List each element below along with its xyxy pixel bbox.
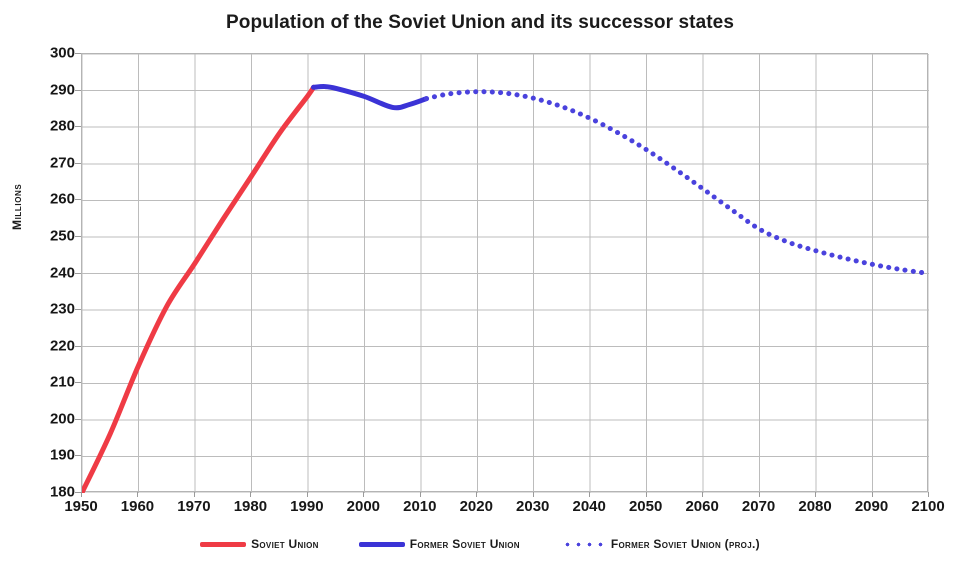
x-tick-mark bbox=[420, 492, 421, 497]
y-tick-mark bbox=[75, 346, 81, 347]
y-tick-mark bbox=[75, 273, 81, 274]
x-tick-label: 2030 bbox=[516, 498, 550, 515]
x-tick-mark bbox=[702, 492, 703, 497]
x-tick-label: 2090 bbox=[854, 498, 889, 515]
x-tick-mark bbox=[646, 492, 647, 497]
y-tick-label: 300 bbox=[49, 44, 75, 62]
legend-solid-line-swatch bbox=[358, 541, 405, 547]
y-tick-label: 270 bbox=[49, 154, 75, 172]
legend-item-label: Former Soviet Union (proj.) bbox=[610, 537, 760, 551]
legend-solid-line-swatch bbox=[200, 541, 247, 547]
y-tick-label: 280 bbox=[49, 117, 75, 135]
y-tick-label: 190 bbox=[49, 446, 75, 464]
x-tick-mark bbox=[476, 492, 477, 497]
y-tick-mark bbox=[75, 455, 81, 456]
x-tick-mark bbox=[928, 492, 929, 497]
x-tick-mark bbox=[81, 492, 82, 497]
x-tick-mark bbox=[137, 492, 138, 497]
x-tick-mark bbox=[872, 492, 873, 497]
y-tick-label: 290 bbox=[49, 81, 75, 99]
legend-item[interactable]: Former Soviet Union bbox=[358, 537, 520, 551]
y-axis-tick-labels: 180 190 200 210 220 230 240 250 260 270 280 290 300 bbox=[11, 45, 75, 501]
y-axis-tick-marks bbox=[75, 53, 81, 493]
x-tick-mark bbox=[250, 492, 251, 497]
x-tick-label: 1970 bbox=[177, 498, 211, 515]
plot-svg bbox=[82, 54, 929, 493]
y-tick-mark bbox=[75, 90, 81, 91]
chart-legend: Soviet Union Former Soviet Union Former So… bbox=[0, 533, 960, 555]
y-tick-label: 200 bbox=[49, 410, 75, 428]
x-tick-label: 1990 bbox=[290, 498, 324, 515]
x-tick-mark bbox=[194, 492, 195, 497]
x-tick-mark bbox=[589, 492, 590, 497]
y-tick-label: 220 bbox=[49, 337, 75, 355]
y-tick-label: 260 bbox=[49, 190, 75, 208]
x-tick-label: 2070 bbox=[741, 498, 776, 515]
series-line-2 bbox=[311, 84, 429, 111]
legend-dotted-line-swatch bbox=[559, 541, 606, 547]
x-tick-label: 2010 bbox=[403, 498, 437, 515]
series-line-1 bbox=[82, 84, 317, 493]
chart-title: Population of the Soviet Union and its s… bbox=[225, 12, 735, 33]
x-axis-tick-labels: 1950 1960 1970 1980 1990 2000 2010 2020 2030 2040… bbox=[64, 498, 944, 522]
y-tick-mark bbox=[75, 199, 81, 200]
x-tick-label: 2000 bbox=[346, 498, 381, 515]
y-tick-mark bbox=[75, 163, 81, 164]
legend-item[interactable]: Soviet Union bbox=[200, 537, 319, 551]
y-tick-label: 240 bbox=[49, 264, 75, 281]
x-tick-mark bbox=[759, 492, 760, 497]
series-line-3 bbox=[423, 89, 929, 276]
y-tick-mark bbox=[75, 126, 81, 127]
legend-item-label: Former Soviet Union bbox=[409, 537, 520, 551]
y-tick-mark bbox=[75, 236, 81, 237]
y-tick-mark bbox=[75, 382, 81, 383]
x-tick-label: 2040 bbox=[572, 498, 606, 515]
y-tick-mark bbox=[75, 419, 81, 420]
x-tick-mark bbox=[307, 492, 308, 497]
plot-area bbox=[81, 53, 929, 493]
x-tick-label: 2060 bbox=[685, 498, 719, 515]
gridlines bbox=[82, 54, 929, 493]
x-tick-label: 2100 bbox=[911, 498, 945, 515]
x-axis-tick-marks bbox=[81, 492, 929, 497]
x-tick-label: 1950 bbox=[64, 498, 98, 515]
x-tick-label: 1960 bbox=[120, 498, 155, 515]
x-tick-mark bbox=[363, 492, 364, 497]
y-tick-label: 250 bbox=[49, 227, 75, 245]
y-tick-mark bbox=[75, 309, 81, 310]
legend-item-label: Soviet Union bbox=[251, 537, 319, 551]
y-tick-mark bbox=[75, 53, 81, 54]
legend-item[interactable]: Former Soviet Union (proj.) bbox=[559, 537, 760, 551]
y-tick-label: 230 bbox=[49, 300, 75, 318]
x-tick-label: 2020 bbox=[459, 498, 493, 515]
y-tick-label: 180 bbox=[49, 483, 75, 501]
x-tick-mark bbox=[815, 492, 816, 497]
x-tick-label: 2080 bbox=[798, 498, 832, 515]
x-tick-mark bbox=[533, 492, 534, 497]
data-series-layer bbox=[82, 84, 929, 493]
x-tick-label: 2050 bbox=[628, 498, 663, 515]
y-tick-mark bbox=[75, 492, 81, 493]
x-tick-label: 1980 bbox=[233, 498, 268, 515]
y-tick-label: 210 bbox=[49, 373, 75, 391]
